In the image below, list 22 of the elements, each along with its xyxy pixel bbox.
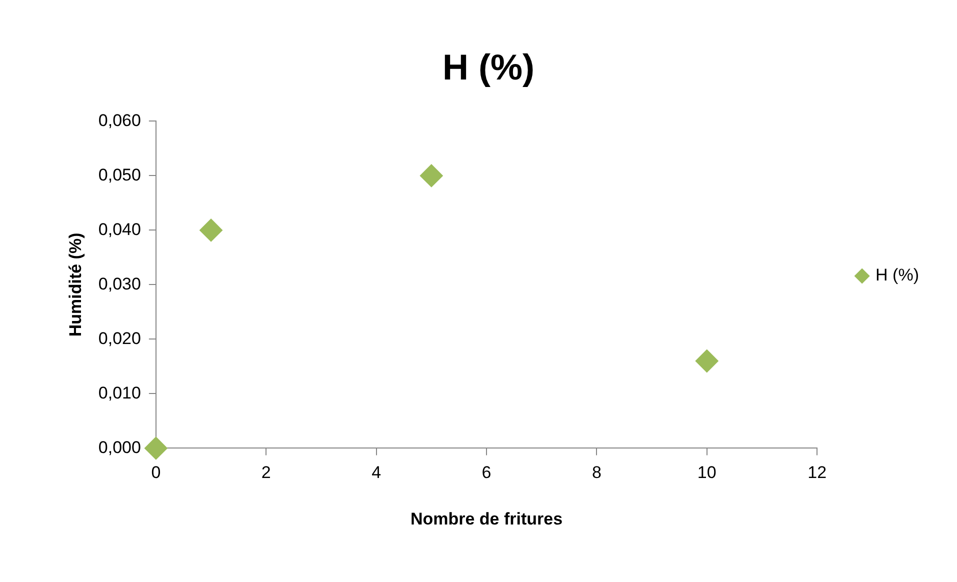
point bbox=[200, 218, 223, 242]
y-tick-label: 0,000 bbox=[98, 438, 141, 457]
y-tick-label: 0,040 bbox=[98, 220, 141, 239]
x-tick-label: 6 bbox=[482, 463, 492, 482]
legend-label: H (%) bbox=[876, 266, 920, 285]
chart-title: H (%) bbox=[442, 46, 534, 88]
y-tick-label: 0,010 bbox=[98, 383, 141, 402]
point bbox=[695, 350, 718, 372]
x-tick-label: 12 bbox=[808, 463, 827, 482]
x-tick-label: 10 bbox=[697, 463, 716, 482]
y-tick-label: 0,050 bbox=[98, 165, 141, 184]
x-axis-title: Nombre de fritures bbox=[410, 509, 563, 528]
point bbox=[420, 164, 443, 188]
x-tick-label: 0 bbox=[151, 463, 161, 482]
x-tick-label: 2 bbox=[261, 463, 271, 482]
x-tick-label: 8 bbox=[592, 463, 602, 482]
y-axis-title: Humidité (%) bbox=[66, 232, 85, 337]
y-tick-label: 0,020 bbox=[98, 328, 141, 348]
y-tick-label: 0,030 bbox=[98, 274, 141, 294]
point bbox=[144, 436, 168, 460]
y-tick-label: 0,060 bbox=[98, 110, 141, 130]
x-tick-label: 4 bbox=[372, 463, 382, 482]
